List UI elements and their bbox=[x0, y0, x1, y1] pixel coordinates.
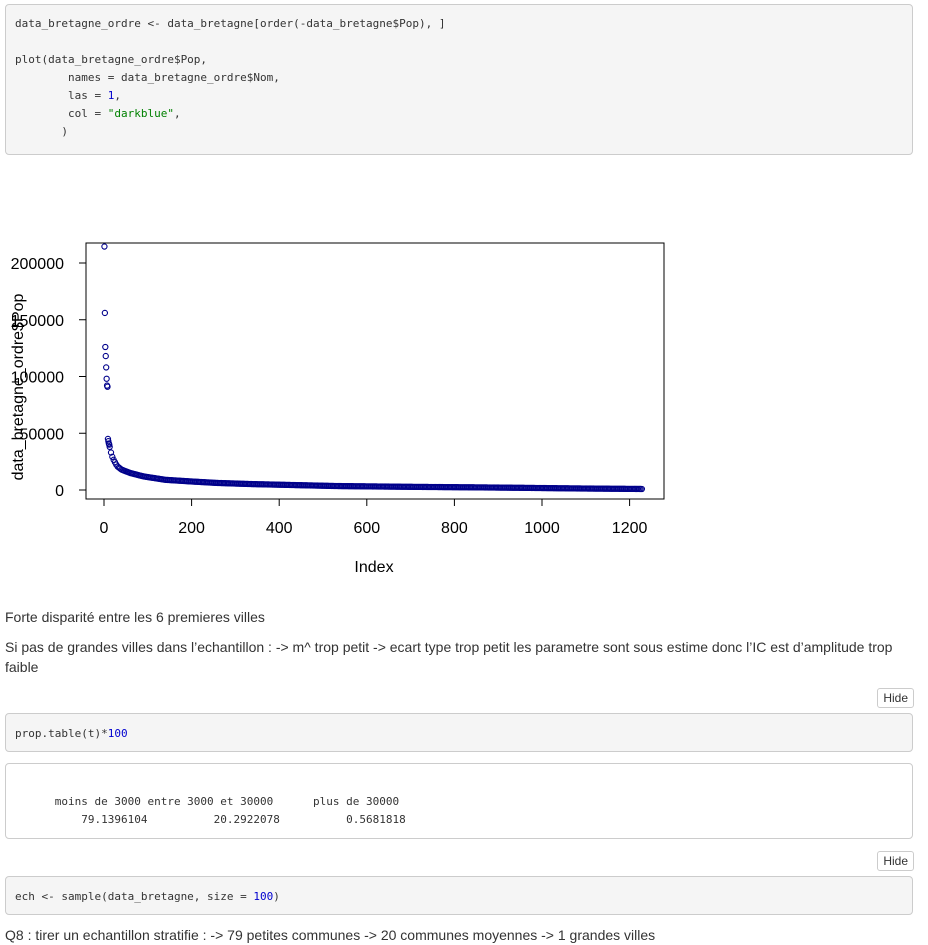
x-tick-label: 0 bbox=[100, 520, 109, 537]
code-chunk-sample: ech <- sample(data_bretagne, size = 100) bbox=[5, 876, 913, 915]
x-tick-label: 1000 bbox=[524, 520, 560, 537]
y-axis: 0 50000 100000 150000 200000 bbox=[11, 256, 87, 500]
data-point bbox=[102, 352, 109, 360]
data-point bbox=[104, 383, 111, 390]
x-axis-label: Index bbox=[354, 559, 393, 576]
code-line: ) bbox=[15, 125, 68, 138]
x-axis: 0 200 400 600 800 1000 1200 bbox=[100, 498, 648, 537]
hide-button[interactable]: Hide bbox=[877, 688, 914, 708]
code-line: col = "darkblue", bbox=[15, 105, 903, 123]
scatter-plot: 0 50000 100000 150000 200000 0 200 400 600 800 10… bbox=[10, 242, 665, 576]
code-line: las = 1, bbox=[15, 87, 903, 105]
code-text: col = bbox=[15, 107, 108, 120]
data-point bbox=[101, 309, 109, 317]
code-line: names = data_bretagne_ordre$Nom, bbox=[15, 71, 280, 84]
code-line: data_bretagne_ordre <- data_bretagne[ord… bbox=[15, 17, 446, 30]
data-point bbox=[103, 364, 110, 371]
output-prop-table: moins de 3000 entre 3000 et 30000 plus d… bbox=[5, 763, 913, 839]
code-line: plot(data_bretagne_ordre$Pop, bbox=[15, 53, 208, 66]
code-text: , bbox=[173, 107, 181, 120]
data-point bbox=[109, 453, 116, 460]
data-point bbox=[103, 375, 110, 382]
paragraph-q8: Q8 : tirer un echantillon stratifie : ->… bbox=[5, 927, 656, 943]
paragraph-explanation: Si pas de grandes villes dans l’echantil… bbox=[5, 639, 893, 675]
x-tick-label: 600 bbox=[353, 520, 380, 537]
x-tick-label: 800 bbox=[441, 520, 468, 537]
paragraph-disparity: Forte disparité entre les 6 premieres vi… bbox=[5, 609, 265, 625]
y-axis-label: data_bretagne_ordre$Pop bbox=[10, 293, 27, 480]
y-tick-label: 200000 bbox=[11, 256, 64, 273]
code-number: 1 bbox=[107, 89, 115, 102]
y-tick-label: 0 bbox=[55, 483, 64, 500]
data-point bbox=[102, 343, 109, 351]
x-tick-label: 400 bbox=[266, 520, 293, 537]
plot-frame bbox=[85, 242, 665, 500]
code-text: prop.table(t)* bbox=[15, 727, 108, 740]
data-points bbox=[101, 243, 646, 493]
data-point bbox=[106, 443, 113, 451]
data-point bbox=[638, 485, 646, 493]
code-line: ech <- sample(data_bretagne, size = 100) bbox=[15, 888, 903, 906]
data-point bbox=[107, 449, 115, 456]
data-point bbox=[101, 243, 108, 250]
code-text: las = bbox=[15, 89, 108, 102]
x-tick-label: 200 bbox=[178, 520, 205, 537]
code-chunk-plot: data_bretagne_ordre <- data_bretagne[ord… bbox=[5, 4, 913, 155]
output-values-line: 79.1396104 20.2922078 0.5681818 bbox=[15, 813, 406, 826]
output-header-line: moins de 3000 entre 3000 et 30000 plus d… bbox=[15, 795, 400, 808]
code-number: 100 bbox=[253, 890, 274, 903]
hide-button[interactable]: Hide bbox=[877, 851, 914, 871]
code-text: , bbox=[114, 89, 121, 102]
code-text: ech <- sample(data_bretagne, size = bbox=[15, 890, 254, 903]
y-tick-label: 100000 bbox=[11, 370, 64, 387]
x-tick-label: 1200 bbox=[612, 520, 648, 537]
code-chunk-prop-table: prop.table(t)*100 bbox=[5, 713, 913, 752]
code-string: "darkblue" bbox=[107, 107, 174, 120]
code-line: prop.table(t)*100 bbox=[15, 725, 903, 743]
y-tick-label: 50000 bbox=[20, 426, 65, 443]
code-number: 100 bbox=[107, 727, 128, 740]
code-text: ) bbox=[273, 890, 280, 903]
code-line-blank bbox=[15, 33, 903, 51]
y-tick-label: 150000 bbox=[11, 313, 64, 330]
